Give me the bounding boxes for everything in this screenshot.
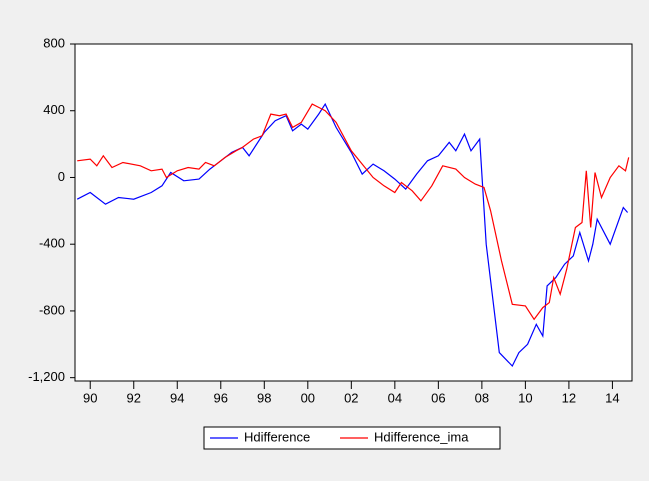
y-tick-label: 0 xyxy=(58,169,65,184)
y-tick-label: -400 xyxy=(39,236,65,251)
series-line xyxy=(77,103,630,321)
x-tick-label: 96 xyxy=(214,390,228,405)
legend-label: Hdifference xyxy=(244,429,310,444)
y-tick-label: -1,200 xyxy=(28,369,65,384)
x-tick-label: 02 xyxy=(344,390,358,405)
y-tick-label: 400 xyxy=(43,102,65,117)
y-tick-label: 800 xyxy=(43,35,65,50)
x-tick-label: 04 xyxy=(388,390,402,405)
y-tick-label: -800 xyxy=(39,302,65,317)
x-tick-label: 14 xyxy=(605,390,619,405)
x-tick-label: 12 xyxy=(562,390,576,405)
legend-label: Hdifference_ima xyxy=(374,429,469,444)
x-tick-label: 00 xyxy=(301,390,315,405)
plot-area xyxy=(74,43,633,382)
x-tick-label: 98 xyxy=(257,390,271,405)
x-tick-label: 08 xyxy=(475,390,489,405)
x-tick-label: 10 xyxy=(518,390,532,405)
x-tick-label: 90 xyxy=(83,390,97,405)
x-tick-label: 94 xyxy=(170,390,184,405)
x-tick-label: 06 xyxy=(431,390,445,405)
x-tick-label: 92 xyxy=(127,390,141,405)
